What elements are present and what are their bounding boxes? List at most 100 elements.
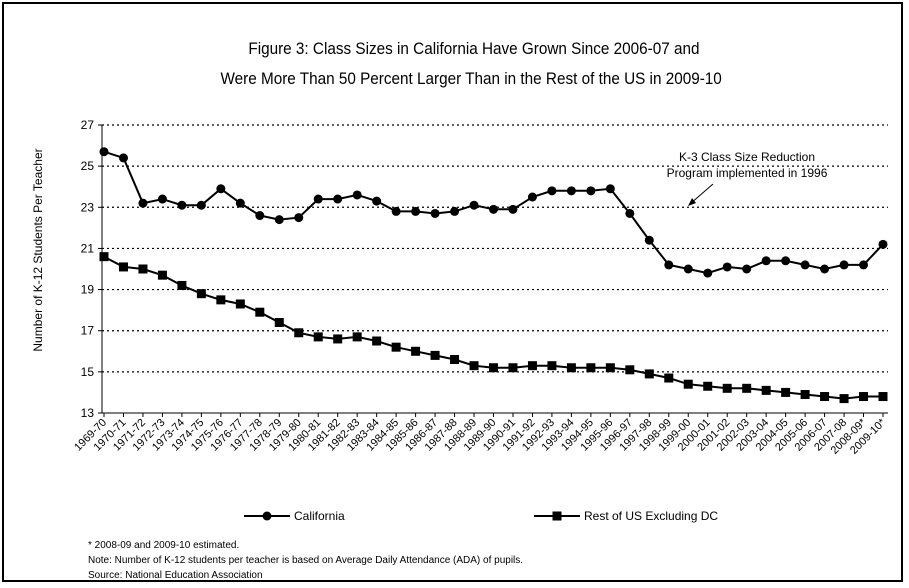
y-tick-label-13: 13 [81, 406, 95, 420]
data-point-0-22 [527, 192, 537, 202]
data-point-0-32 [722, 262, 732, 272]
y-tick-label-21: 21 [81, 241, 95, 255]
data-point-0-9 [274, 215, 284, 225]
y-axis-ticks: 13 15 17 19 21 23 25 27 [81, 118, 102, 420]
annotation-line-2: Program implemented in 1996 [667, 166, 828, 180]
footnote-source: Source: National Education Association [88, 570, 263, 581]
data-point-1-9 [274, 317, 284, 327]
data-point-1-19 [469, 361, 479, 371]
data-point-0-40 [878, 239, 888, 249]
data-point-1-5 [196, 289, 206, 299]
data-point-0-11 [313, 194, 323, 204]
x-axis-ticks: 1969-701970-711971-721972-731973-741974-… [72, 413, 889, 457]
y-tick-label-25: 25 [81, 159, 95, 173]
y-tick-label-15: 15 [81, 365, 95, 379]
data-point-0-35 [781, 256, 791, 266]
legend-item-rest-of-us: Rest of US Excluding DC [534, 509, 718, 523]
data-point-0-18 [450, 206, 460, 216]
data-point-1-3 [157, 270, 167, 280]
data-point-0-21 [508, 204, 518, 214]
data-point-1-24 [566, 363, 576, 373]
data-point-1-12 [333, 334, 343, 344]
data-point-1-16 [411, 346, 421, 356]
data-point-0-23 [547, 186, 557, 196]
data-point-1-36 [800, 389, 810, 399]
data-point-1-26 [605, 363, 615, 373]
data-point-1-29 [664, 373, 674, 383]
data-point-1-30 [683, 379, 693, 389]
data-point-1-17 [430, 350, 440, 360]
data-point-0-20 [489, 204, 498, 214]
data-point-1-13 [352, 332, 362, 342]
legend: California Rest of US Excluding DC [244, 509, 718, 523]
chart-title-line-2: Were More Than 50 Percent Larger Than in… [221, 69, 722, 88]
data-point-0-28 [644, 235, 654, 245]
data-point-0-37 [820, 264, 830, 274]
data-point-0-3 [157, 194, 167, 204]
data-point-1-21 [508, 363, 518, 373]
y-tick-label-17: 17 [81, 324, 95, 338]
data-point-1-27 [625, 365, 635, 375]
data-point-0-38 [839, 260, 849, 270]
data-point-0-6 [216, 184, 226, 194]
y-tick-label-23: 23 [81, 200, 95, 214]
data-point-1-20 [489, 363, 498, 373]
data-point-0-14 [372, 196, 382, 206]
data-point-1-25 [586, 363, 596, 373]
data-point-0-5 [196, 200, 206, 210]
data-point-1-2 [138, 264, 148, 274]
data-point-0-0 [99, 147, 109, 157]
annotation-line-1: K-3 Class Size Reduction [679, 150, 815, 164]
data-point-1-15 [391, 342, 401, 352]
data-point-0-13 [352, 190, 362, 200]
series-line-1 [103, 255, 883, 400]
y-tick-label-19: 19 [81, 283, 95, 297]
gridlines [102, 124, 888, 373]
data-point-1-7 [235, 299, 245, 309]
data-point-1-4 [177, 280, 187, 290]
data-point-0-36 [800, 260, 810, 270]
data-point-1-6 [216, 295, 226, 305]
chart-title-line-1: Figure 3: Class Sizes in California Have… [248, 39, 699, 58]
data-point-0-7 [235, 198, 245, 208]
legend-marker-california [262, 511, 272, 521]
data-point-0-19 [469, 200, 479, 210]
data-point-1-0 [99, 252, 109, 262]
footnote-ada-note: Note: Number of K-12 students per teache… [88, 555, 523, 566]
data-point-0-8 [255, 211, 265, 221]
data-point-0-4 [177, 200, 187, 210]
data-point-0-10 [294, 213, 304, 223]
data-point-1-35 [781, 387, 791, 397]
data-point-1-34 [761, 385, 771, 395]
data-point-0-12 [333, 194, 343, 204]
data-point-1-1 [118, 262, 128, 272]
legend-label-rest-of-us: Rest of US Excluding DC [584, 509, 718, 523]
data-point-0-26 [605, 184, 615, 194]
data-point-0-31 [703, 268, 713, 278]
data-point-0-29 [664, 260, 674, 270]
y-axis-title: Number of K-12 Students Per Teacher [31, 148, 45, 351]
data-point-1-18 [450, 355, 460, 365]
data-point-0-39 [859, 260, 869, 270]
data-point-1-22 [527, 361, 537, 371]
legend-marker-rest-of-us [552, 511, 562, 521]
legend-item-california: California [244, 509, 345, 523]
data-point-1-11 [313, 332, 323, 342]
series-california [99, 147, 888, 278]
data-point-1-8 [255, 307, 265, 317]
annotation: K-3 Class Size Reduction Program impleme… [667, 150, 828, 206]
data-point-0-25 [586, 186, 596, 196]
chart-frame: Figure 3: Class Sizes in California Have… [2, 2, 903, 582]
line-chart: Figure 3: Class Sizes in California Have… [31, 39, 889, 581]
data-point-0-17 [430, 208, 440, 218]
series-rest-of-us [99, 252, 888, 404]
data-point-1-32 [722, 383, 732, 393]
data-point-0-33 [742, 264, 752, 274]
data-point-1-28 [644, 369, 654, 379]
data-point-1-37 [820, 392, 830, 402]
data-point-1-39 [859, 392, 869, 402]
data-point-0-15 [391, 206, 401, 216]
data-point-1-40 [878, 392, 888, 402]
data-point-0-30 [683, 264, 693, 274]
annotation-arrowhead [688, 198, 696, 206]
